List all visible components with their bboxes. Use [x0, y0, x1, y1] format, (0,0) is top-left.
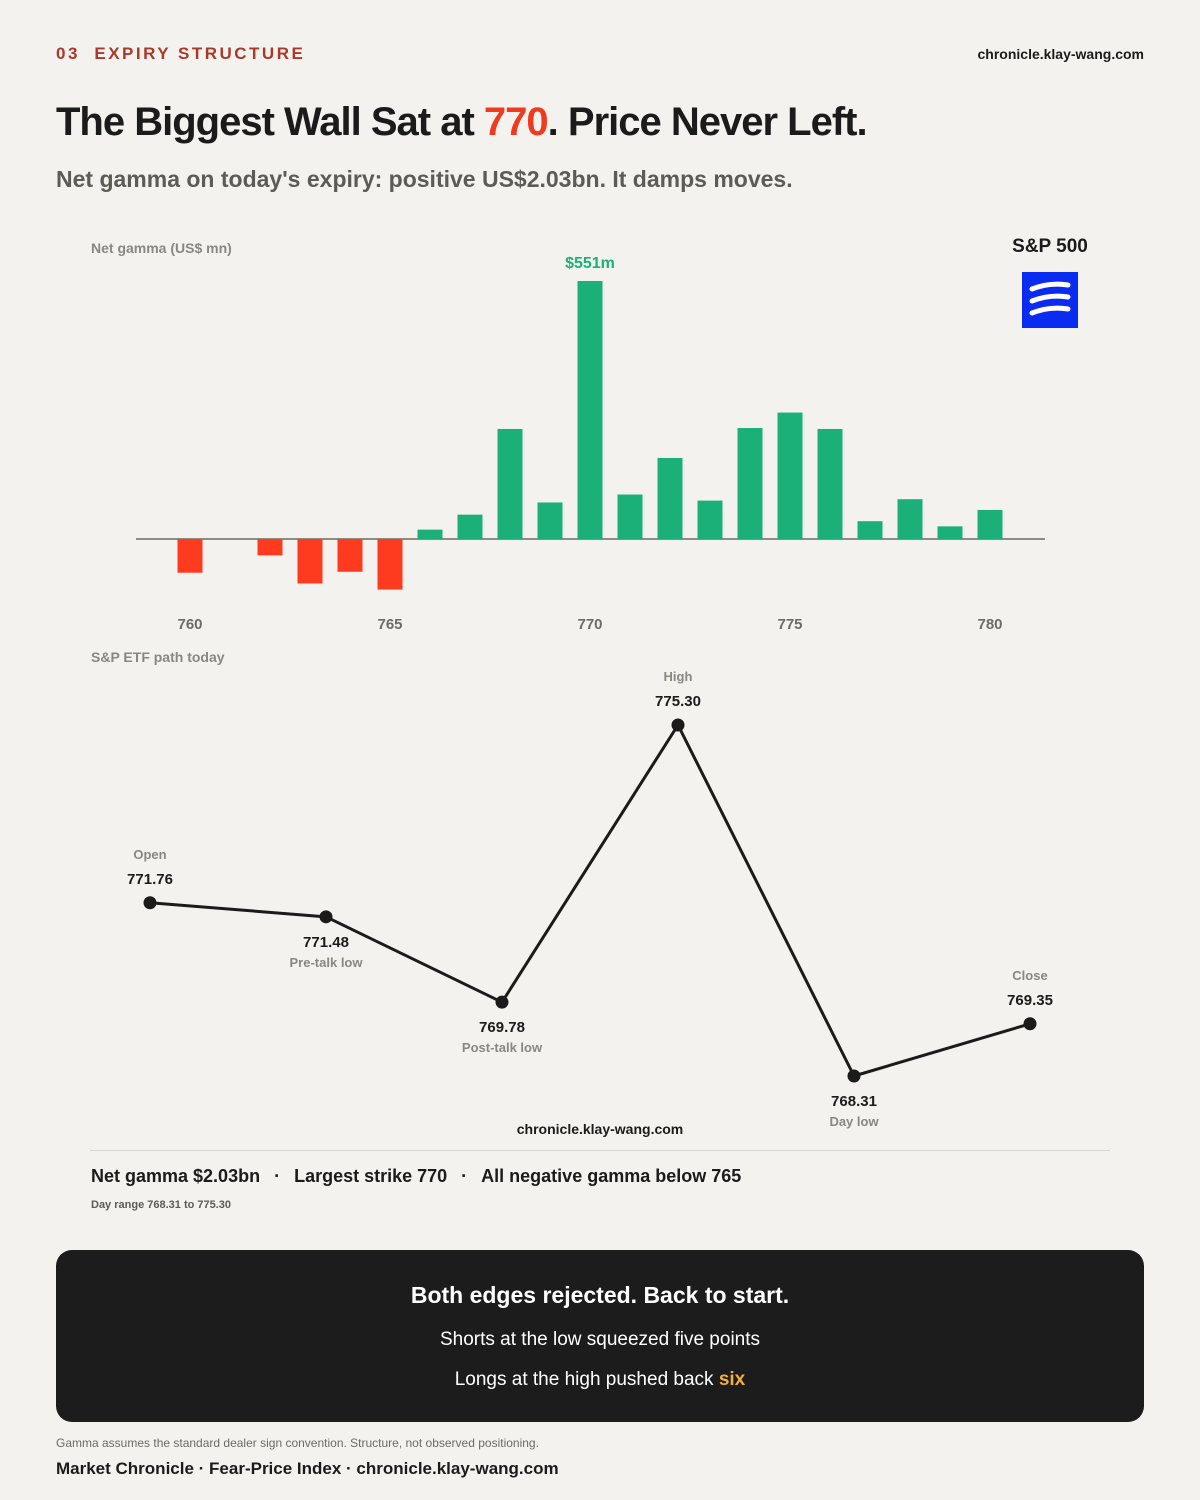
gamma-bar-777 [857, 521, 883, 539]
gamma-bar-774 [737, 428, 763, 539]
point-tag: High [664, 669, 693, 684]
headline-end: . Price Never Left. [547, 100, 868, 144]
gamma-bar-778 [897, 499, 923, 539]
gamma-bar-768 [497, 428, 523, 539]
stat-negative-gamma: All negative gamma below 765 [481, 1166, 742, 1186]
stat-largest-strike: Largest strike 770 [294, 1166, 448, 1186]
headline-highlight: 770 [483, 100, 549, 144]
point-tag: Open [133, 847, 166, 862]
point-tag: Post-talk low [462, 1040, 543, 1055]
divider [90, 1150, 1110, 1151]
point-tag: Close [1012, 968, 1047, 983]
point-value-label: 768.31 [831, 1093, 877, 1110]
point-value-label: 775.30 [655, 693, 701, 710]
point-value-label: 769.35 [1007, 992, 1053, 1009]
gamma-bar-765 [377, 539, 403, 590]
headline: The Biggest Wall Sat at 770. Price Never… [56, 100, 868, 145]
price-point [671, 718, 685, 732]
gamma-bar-773 [697, 500, 723, 539]
gamma-bar-762 [257, 539, 283, 556]
section-tag: 03 EXPIRY STRUCTURE [56, 44, 306, 63]
x-tick-label: 765 [377, 616, 402, 633]
stat-separator: · [461, 1166, 468, 1186]
gamma-bar-760 [177, 539, 203, 573]
gamma-bar-763 [297, 539, 323, 584]
callout-line-2: Longs at the high pushed back six [56, 1369, 1144, 1391]
gamma-bar-772 [657, 457, 683, 539]
callout-box: Both edges rejected. Back to start. Shor… [56, 1250, 1144, 1422]
gamma-bar-770 [577, 281, 603, 539]
index-label: S&P 500 [1012, 236, 1088, 257]
gamma-bar-776 [817, 428, 843, 539]
callout-line-1: Shorts at the low squeezed five points [439, 1329, 761, 1350]
point-tag: Day low [829, 1114, 879, 1129]
stat-separator: · [274, 1166, 281, 1186]
callout-title: Both edges rejected. Back to start. [410, 1282, 790, 1308]
price-point [319, 910, 333, 924]
gamma-bar-767 [457, 514, 483, 539]
day-range: Day range 768.31 to 775.30 [91, 1199, 232, 1211]
sp500-stripes-icon [1022, 272, 1078, 328]
point-value-label: 769.78 [479, 1019, 525, 1036]
site-url-mid[interactable]: chronicle.klay-wang.com [516, 1121, 684, 1137]
bar-chart-ylabel: Net gamma (US$ mn) [91, 240, 232, 256]
x-tick-label: 760 [177, 616, 202, 633]
x-tick-label: 770 [577, 616, 602, 633]
peak-annotation: $551m [565, 255, 615, 272]
site-url-top[interactable]: chronicle.klay-wang.com [977, 46, 1145, 62]
stat-net-gamma: Net gamma $2.03bn [91, 1166, 261, 1186]
point-value-label: 771.48 [303, 934, 349, 951]
gamma-bar-779 [937, 526, 963, 539]
gamma-bar-775 [777, 412, 803, 539]
point-tag: Pre-talk low [290, 955, 364, 970]
price-point [847, 1069, 861, 1083]
subhead: Net gamma on today's expiry: positive US… [56, 166, 793, 192]
line-chart-ylabel: S&P ETF path today [91, 649, 225, 665]
price-point [143, 896, 157, 910]
footnote: Gamma assumes the standard dealer sign c… [56, 1436, 539, 1450]
x-tick-label: 780 [977, 616, 1002, 633]
headline-start: The Biggest Wall Sat at [56, 100, 484, 144]
gamma-bar-766 [417, 529, 443, 539]
price-path-chart: Open 771.76 771.48 Pre-talk low 769.78 Post-t… [127, 669, 1053, 1129]
gamma-bar-chart: 760 765 770 775 780 $551m [136, 255, 1045, 633]
price-point [1023, 1017, 1037, 1031]
point-value-label: 771.76 [127, 871, 173, 888]
gamma-bar-780 [977, 509, 1003, 539]
stats-row: Net gamma $2.03bn · Largest strike 770 · All… [91, 1166, 741, 1187]
footer: Market Chronicle · Fear-Price Index · ch… [56, 1459, 559, 1478]
x-tick-label: 775 [777, 616, 802, 633]
callout-accent: six [718, 1369, 746, 1390]
gamma-bar-771 [617, 494, 643, 539]
price-point [495, 995, 509, 1009]
gamma-bar-769 [537, 502, 563, 539]
callout-line-2-text: Longs at the high pushed back [454, 1369, 719, 1390]
price-path-line [149, 723, 1031, 1078]
gamma-bar-764 [337, 539, 363, 572]
